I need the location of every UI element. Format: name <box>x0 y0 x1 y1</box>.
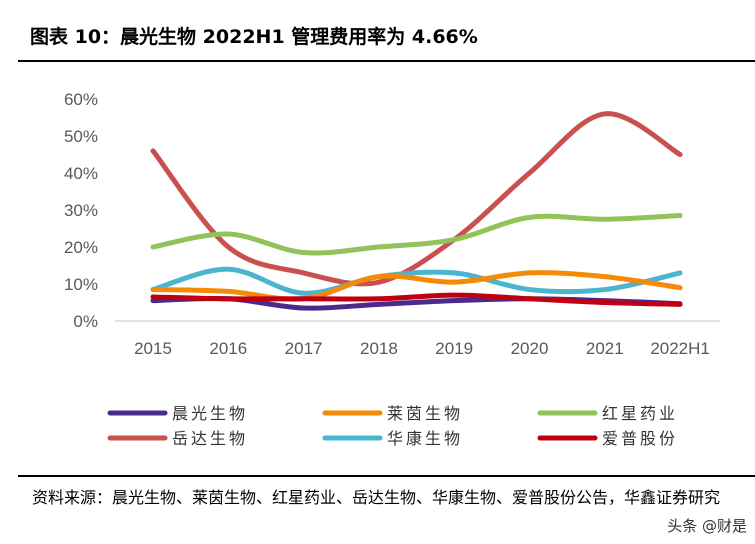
series-line-莱茵生物 <box>150 270 683 302</box>
series-line-红星药业 <box>150 213 683 256</box>
legend-label: 晨光生物 <box>172 404 248 423</box>
legend-label: 华康生物 <box>387 429 463 448</box>
bottom-rule <box>18 475 755 477</box>
y-tick-label: 40% <box>64 164 98 183</box>
chart-title: 图表 10：晨光生物 2022H1 管理费用率为 4.66% <box>30 26 478 48</box>
source-note: 资料来源：晨光生物、莱茵生物、红星药业、岳达生物、华康生物、爱普股份公告，华鑫证… <box>32 488 721 507</box>
x-tick-label: 2017 <box>285 339 323 358</box>
y-tick-label: 20% <box>64 238 98 257</box>
x-tick-label: 2016 <box>209 339 247 358</box>
x-tick-label: 2018 <box>360 339 398 358</box>
x-tick-label: 2019 <box>435 339 473 358</box>
x-tick-label: 2015 <box>134 339 172 358</box>
y-tick-label: 30% <box>64 201 98 220</box>
y-tick-label: 10% <box>64 275 98 294</box>
series-line-华康生物 <box>150 266 683 296</box>
y-tick-label: 60% <box>64 90 98 109</box>
series-line-爱普股份 <box>150 292 683 307</box>
legend-label: 莱茵生物 <box>387 404 463 423</box>
line-chart: 0% 10% 20% 30% 40% 50% 60% 2015 2016 2017 2018 2019… <box>64 90 720 448</box>
legend-label: 岳达生物 <box>172 429 248 448</box>
series-line-岳达生物 <box>150 111 683 287</box>
watermark: 头条 @财是 <box>667 517 747 535</box>
x-tick-label: 2022H1 <box>650 339 710 358</box>
top-rule <box>18 60 755 62</box>
y-tick-label: 50% <box>64 127 98 146</box>
y-tick-label: 0% <box>73 312 98 331</box>
x-tick-label: 2020 <box>511 339 549 358</box>
legend-label: 红星药业 <box>602 404 678 423</box>
x-tick-label: 2021 <box>586 339 624 358</box>
legend-label: 爱普股份 <box>602 429 678 448</box>
